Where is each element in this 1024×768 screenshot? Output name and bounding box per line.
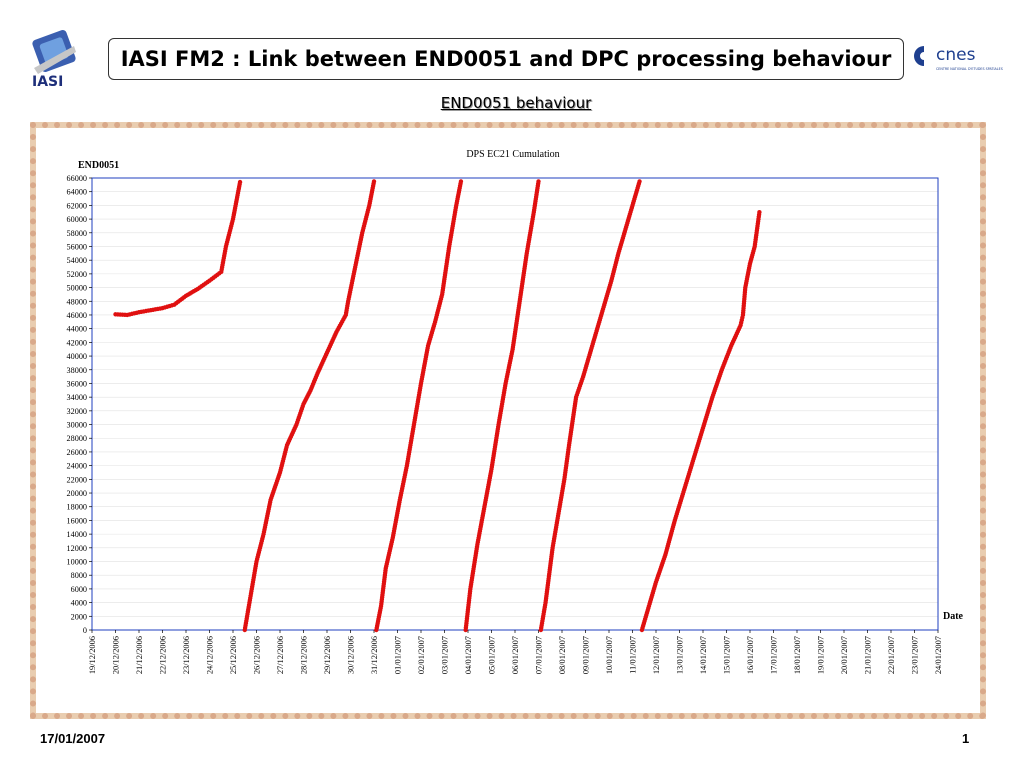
cnes-logo-text: cnes (936, 45, 976, 65)
data-point (371, 179, 377, 184)
slide-title: IASI FM2 : Link between END0051 and DPC … (108, 38, 904, 80)
scatter-chart: DPS EC21 Cumulation END0051 Date 0 2000 40… (67, 149, 964, 674)
y-tick-label: 26000 (67, 448, 87, 457)
footer-date: 17/01/2007 (40, 731, 106, 746)
y-tick-label: 30000 (67, 421, 87, 430)
iasi-logo: IASI (32, 29, 76, 88)
x-tick-label: 04/01/2007 (464, 636, 473, 674)
x-tick-label: 24/01/2007 (934, 636, 943, 674)
y-tick-label: 46000 (67, 311, 87, 320)
x-tick-label: 21/01/2007 (864, 636, 873, 674)
x-tick-label: 20/12/2006 (112, 636, 121, 674)
y-tick-label: 16000 (67, 516, 87, 525)
x-tick-label: 09/01/2007 (582, 636, 591, 674)
y-tick-label: 40000 (67, 352, 87, 361)
y-tick-label: 32000 (67, 407, 87, 416)
y-tick-label: 34000 (67, 393, 87, 402)
y-tick-label: 60000 (67, 215, 87, 224)
x-tick-label: 18/01/2007 (793, 636, 802, 674)
y-tick-label: 52000 (67, 270, 87, 279)
data-point (458, 179, 464, 184)
y-tick-label: 22000 (67, 475, 87, 484)
y-tick-label: 62000 (67, 201, 87, 210)
x-tick-label: 31/12/2006 (370, 636, 379, 674)
slide-title-text: IASI FM2 : Link between END0051 and DPC … (120, 47, 892, 71)
x-tick-label: 20/01/2007 (840, 636, 849, 674)
x-tick-label: 17/01/2007 (770, 636, 779, 674)
x-axis-title: Date (943, 611, 964, 622)
y-tick-label: 8000 (71, 571, 87, 580)
y-tick-label: 54000 (67, 256, 87, 265)
x-tick-label: 16/01/2007 (746, 636, 755, 674)
y-tick-label: 28000 (67, 434, 87, 443)
y-tick-label: 6000 (71, 585, 87, 594)
grid-lines (92, 177, 938, 631)
data-point (757, 210, 762, 215)
y-tick-label: 2000 (71, 612, 87, 621)
x-tick-label: 27/12/2006 (276, 636, 285, 674)
x-tick-label: 19/12/2006 (88, 636, 97, 674)
data-point (237, 179, 243, 185)
y-tick-label: 48000 (67, 297, 87, 306)
y-axis-title: END0051 (78, 160, 119, 171)
x-tick-label: 06/01/2007 (511, 636, 520, 674)
x-axis: 19/12/2006 20/12/2006 21/12/2006 22/12/2006… (88, 630, 943, 674)
page-number: 1 (962, 731, 970, 746)
cnes-logo: cnes CENTRE NATIONAL D'ETUDES SPATIALES (914, 45, 1003, 71)
y-tick-label: 56000 (67, 242, 87, 251)
y-tick-label: 10000 (67, 558, 87, 567)
slide-subtitle: END0051 behaviour (440, 94, 592, 112)
x-tick-label: 01/01/2007 (394, 636, 403, 674)
y-tick-label: 36000 (67, 379, 87, 388)
y-tick-label: 24000 (67, 462, 87, 471)
x-tick-label: 23/01/2007 (911, 636, 920, 674)
cnes-logo-tagline: CENTRE NATIONAL D'ETUDES SPATIALES (936, 67, 1003, 71)
x-tick-label: 28/12/2006 (300, 636, 309, 674)
x-tick-label: 05/01/2007 (488, 636, 497, 674)
y-tick-label: 38000 (67, 366, 87, 375)
y-tick-label: 18000 (67, 503, 87, 512)
x-tick-label: 19/01/2007 (817, 636, 826, 674)
y-axis: 0 2000 4000 6000 8000 10000 12000 14000 16000 180… (67, 174, 92, 635)
y-tick-label: 20000 (67, 489, 87, 498)
x-tick-label: 02/01/2007 (417, 636, 426, 674)
data-points (113, 179, 762, 633)
x-tick-label: 07/01/2007 (535, 636, 544, 674)
x-tick-label: 15/01/2007 (723, 636, 732, 674)
y-tick-label: 4000 (71, 599, 87, 608)
x-tick-label: 29/12/2006 (323, 636, 332, 674)
x-tick-label: 11/01/2007 (629, 636, 638, 674)
x-tick-label: 24/12/2006 (206, 636, 215, 674)
y-tick-label: 14000 (67, 530, 87, 539)
x-tick-label: 08/01/2007 (558, 636, 567, 674)
x-tick-label: 10/01/2007 (605, 636, 614, 674)
chart-title: DPS EC21 Cumulation (466, 149, 559, 160)
x-tick-label: 03/01/2007 (441, 636, 450, 674)
x-tick-label: 26/12/2006 (253, 636, 262, 674)
data-point (637, 179, 642, 184)
x-tick-label: 25/12/2006 (229, 636, 238, 674)
x-tick-label: 22/01/2007 (887, 636, 896, 674)
y-tick-label: 64000 (67, 188, 87, 197)
x-tick-label: 23/12/2006 (182, 636, 191, 674)
data-point (536, 179, 541, 184)
y-tick-label: 0 (83, 626, 87, 635)
y-tick-label: 58000 (67, 229, 87, 238)
y-tick-label: 50000 (67, 284, 87, 293)
x-tick-label: 13/01/2007 (676, 636, 685, 674)
x-tick-label: 12/01/2007 (652, 636, 661, 674)
y-tick-label: 42000 (67, 338, 87, 347)
x-tick-label: 22/12/2006 (159, 636, 168, 674)
x-tick-label: 30/12/2006 (347, 636, 356, 674)
iasi-logo-text: IASI (32, 74, 63, 88)
x-tick-label: 21/12/2006 (135, 636, 144, 674)
y-tick-label: 66000 (67, 174, 87, 183)
y-tick-label: 12000 (67, 544, 87, 553)
x-tick-label: 14/01/2007 (699, 636, 708, 674)
y-tick-label: 44000 (67, 325, 87, 334)
chart-frame: DPS EC21 Cumulation END0051 Date 0 2000 40… (30, 122, 986, 719)
plot-area (91, 177, 939, 631)
